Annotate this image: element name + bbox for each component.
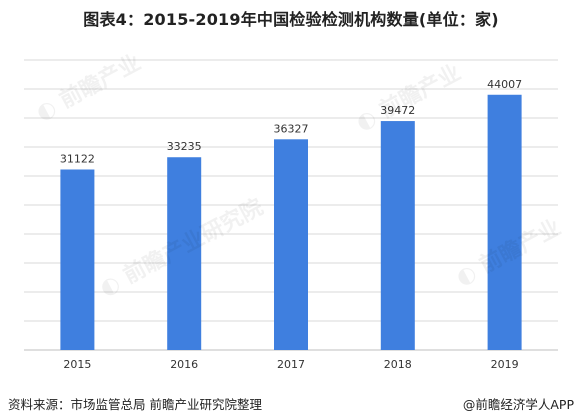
- value-label-2015: 31122: [60, 152, 95, 165]
- bar-2017: [274, 139, 308, 350]
- value-labels: 31122 33235 36327 39472 44007: [60, 78, 522, 166]
- x-axis-tick-labels: 2015 2016 2017 2018 2019: [63, 358, 518, 371]
- chart-title: 图表4：2015-2019年中国检验检测机构数量(单位：家): [83, 10, 499, 29]
- value-label-2017: 36327: [274, 122, 309, 135]
- value-label-2016: 33235: [167, 140, 202, 153]
- x-tick-label-2019: 2019: [491, 358, 519, 371]
- bars: [60, 94, 522, 350]
- x-tick-label-2016: 2016: [170, 358, 198, 371]
- source-note: 资料来源：市场监管总局 前瞻产业研究院整理: [8, 397, 262, 412]
- x-tick-label-2015: 2015: [63, 358, 91, 371]
- bar-2015: [60, 169, 95, 350]
- value-label-2018: 39472: [380, 104, 415, 117]
- footer: 资料来源：市场监管总局 前瞻产业研究院整理 @前瞻经济学人APP: [8, 394, 574, 414]
- x-tick-label-2018: 2018: [384, 358, 412, 371]
- brand-credit: @前瞻经济学人APP: [462, 397, 574, 412]
- bar-2019: [487, 94, 522, 350]
- bar-2018: [380, 121, 415, 350]
- bar-2016: [167, 157, 202, 350]
- value-label-2019: 44007: [487, 78, 522, 91]
- x-tick-label-2017: 2017: [277, 358, 305, 371]
